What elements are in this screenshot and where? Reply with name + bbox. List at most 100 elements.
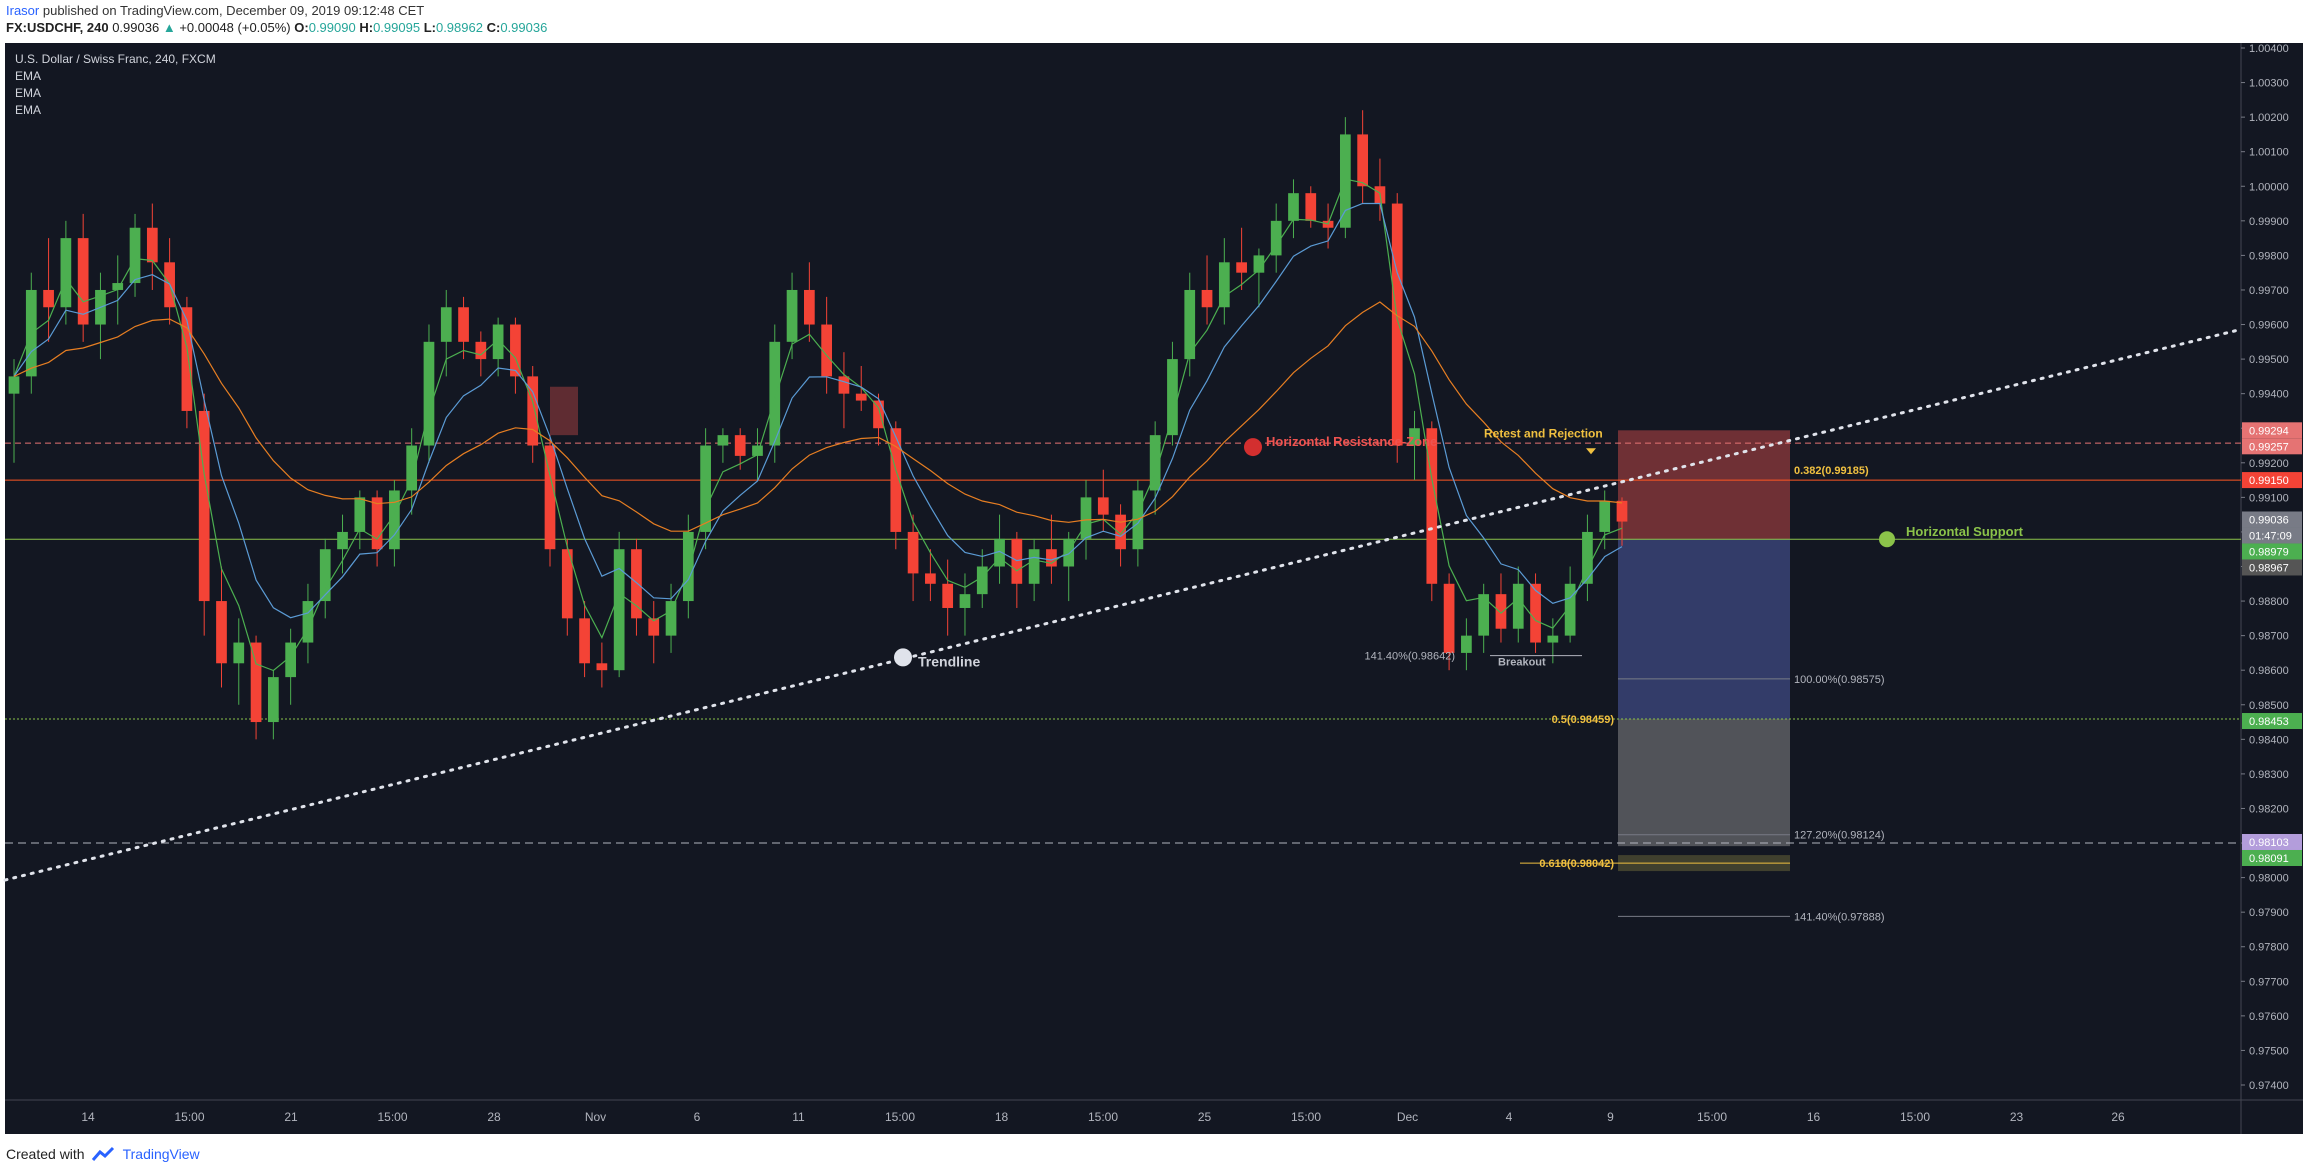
candle-body bbox=[1495, 594, 1507, 629]
time-axis-label: 16 bbox=[1807, 1110, 1821, 1124]
candle bbox=[492, 317, 504, 377]
time-axis-label: 15:00 bbox=[1088, 1110, 1118, 1124]
candle bbox=[216, 566, 227, 688]
time-axis-label: 15:00 bbox=[174, 1110, 204, 1124]
price-tag-label: 0.98967 bbox=[2249, 562, 2289, 574]
candle-body bbox=[1599, 500, 1611, 532]
candle-body bbox=[1547, 635, 1559, 643]
price-axis-label: 0.98300 bbox=[2249, 769, 2289, 781]
time-axis-label: 26 bbox=[2111, 1110, 2125, 1124]
candle-body bbox=[838, 376, 850, 394]
candle-body bbox=[1409, 428, 1420, 446]
candle-body bbox=[285, 642, 297, 678]
candle bbox=[1253, 248, 1265, 308]
price-tag bbox=[2242, 713, 2302, 730]
candle bbox=[1201, 255, 1213, 325]
candle-body bbox=[959, 594, 971, 608]
price-tag bbox=[2242, 527, 2302, 544]
tradingview-link[interactable]: TradingView bbox=[122, 1146, 200, 1162]
price-tag bbox=[2242, 422, 2302, 439]
price-axis-label: 1.00400 bbox=[2249, 43, 2289, 55]
time-axis-label: Nov bbox=[585, 1110, 606, 1124]
candle bbox=[146, 203, 158, 290]
candle-body bbox=[1270, 220, 1282, 256]
legend-ema-1[interactable]: EMA bbox=[15, 69, 41, 83]
candle bbox=[319, 538, 331, 619]
time-axis-label: 28 bbox=[487, 1110, 501, 1124]
candle bbox=[1097, 469, 1109, 532]
candle bbox=[1599, 490, 1611, 550]
fib-05-label: 0.5(0.98459) bbox=[1552, 714, 1615, 726]
candle-body bbox=[1080, 497, 1092, 539]
candle-body bbox=[1426, 428, 1438, 584]
close-value: 0.99036 bbox=[500, 20, 548, 35]
candle-body bbox=[1339, 134, 1351, 228]
candle bbox=[1357, 110, 1369, 204]
candle-body bbox=[233, 642, 245, 664]
ext-100-label: 100.00%(0.98575) bbox=[1794, 674, 1885, 686]
price-axis-label: 0.99400 bbox=[2249, 389, 2289, 401]
candle bbox=[855, 366, 867, 411]
legend-ema-2[interactable]: EMA bbox=[15, 86, 41, 100]
price-axis[interactable]: 1.00400 1.00300 1.00200 1.00100 1.00000 0.999… bbox=[2241, 43, 2302, 1092]
legend-title: U.S. Dollar / Swiss Franc, 240, FXCM bbox=[15, 52, 216, 66]
ema-fast-line bbox=[13, 178, 1623, 672]
candle-body bbox=[1132, 490, 1144, 550]
legend: U.S. Dollar / Swiss Franc, 240, FXCM EMA… bbox=[15, 52, 216, 117]
price-tag bbox=[2242, 559, 2302, 576]
candle bbox=[1011, 531, 1023, 608]
candle bbox=[1218, 238, 1230, 325]
candle-body bbox=[1478, 594, 1490, 636]
candle-body bbox=[734, 435, 746, 456]
candle-body bbox=[337, 531, 348, 550]
ext-1414-left-label: 141.40%(0.98642) bbox=[1364, 651, 1455, 663]
author-link[interactable]: Irasor bbox=[6, 3, 40, 18]
close-label: C: bbox=[486, 20, 501, 35]
candle bbox=[976, 549, 988, 608]
candle bbox=[959, 573, 971, 636]
price-axis-label: 0.99200 bbox=[2249, 458, 2289, 470]
candle bbox=[838, 352, 850, 429]
candle bbox=[803, 262, 815, 342]
legend-ema-3[interactable]: EMA bbox=[15, 103, 41, 117]
price-tag-label: 0.99150 bbox=[2249, 475, 2289, 487]
candle-body bbox=[1357, 134, 1369, 187]
candle-body bbox=[925, 573, 936, 584]
price-axis-label: 1.00300 bbox=[2249, 78, 2289, 90]
candle bbox=[43, 238, 54, 342]
price-axis-label: 0.97700 bbox=[2249, 976, 2289, 988]
candle bbox=[873, 393, 884, 446]
candle bbox=[440, 289, 452, 377]
ohlc-bar: FX:USDCHF, 240 0.99036 ▲ +0.00048 (+0.05… bbox=[6, 20, 547, 35]
ema-slow-line bbox=[13, 301, 1623, 532]
time-axis-background bbox=[5, 1100, 2303, 1134]
time-axis-label: 15:00 bbox=[1697, 1110, 1727, 1124]
candle-body bbox=[146, 227, 158, 263]
time-axis[interactable]: 14 15:00 21 15:00 28 Nov 6 11 15:00 18 15:00 25 15:0… bbox=[81, 1110, 2125, 1124]
time-axis-label: 4 bbox=[1506, 1110, 1513, 1124]
candle bbox=[1028, 538, 1040, 602]
candle-body bbox=[129, 227, 141, 284]
retest-label: Retest and Rejection bbox=[1484, 426, 1603, 440]
candle-body bbox=[267, 677, 279, 723]
candle-body bbox=[458, 307, 469, 342]
candle bbox=[1167, 341, 1178, 446]
candle bbox=[1426, 421, 1438, 602]
price-tag-label: 0.98453 bbox=[2249, 716, 2289, 728]
price-axis-label: 1.00100 bbox=[2249, 147, 2289, 159]
price-tag-label: 0.99257 bbox=[2249, 441, 2289, 453]
candle-body bbox=[1011, 538, 1023, 584]
price-change: +0.00048 (+0.05%) bbox=[179, 20, 291, 35]
time-axis-label: 11 bbox=[792, 1110, 805, 1124]
candle bbox=[925, 549, 936, 602]
candle-body bbox=[492, 324, 504, 360]
time-axis-label: 6 bbox=[694, 1110, 701, 1124]
candle bbox=[1530, 573, 1541, 653]
price-axis-label: 0.98000 bbox=[2249, 873, 2289, 885]
time-axis-label: 15:00 bbox=[1291, 1110, 1321, 1124]
trendline-dot bbox=[894, 648, 912, 667]
trendline-label: Trendline bbox=[918, 653, 980, 669]
open-value: 0.99090 bbox=[308, 20, 356, 35]
price-tag-label: 01:47:09 bbox=[2249, 530, 2292, 542]
